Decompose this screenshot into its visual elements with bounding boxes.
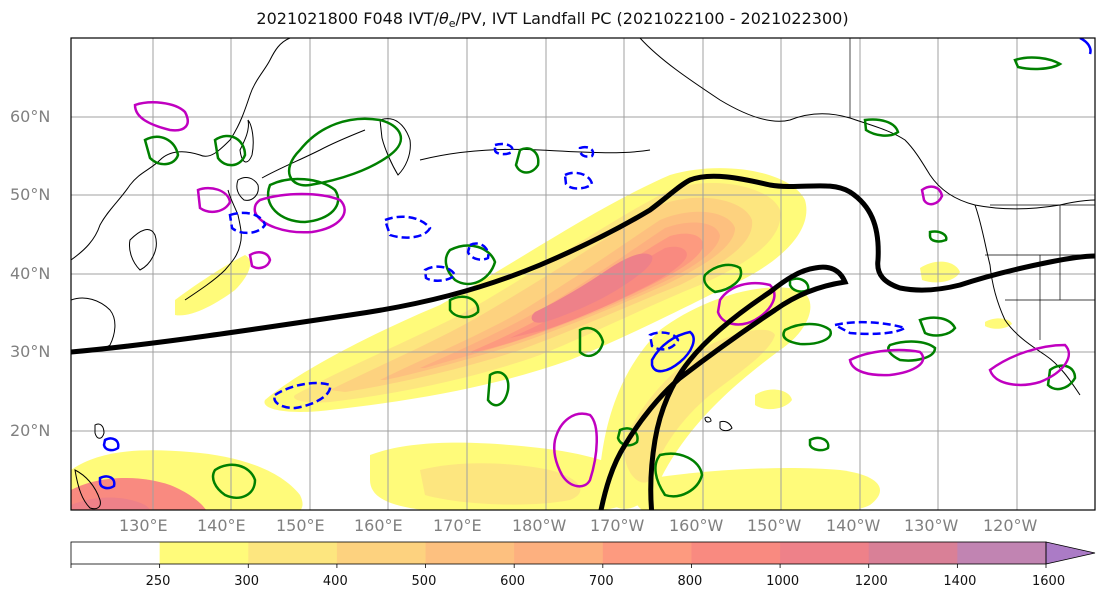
colorbar-frame [70, 541, 1047, 565]
lon-label: 180°W [512, 516, 567, 535]
japan-hokkaido [236, 177, 259, 201]
plot-title: 2021021800 F048 IVT/θe/PV, IVT Landfall … [256, 9, 849, 30]
aleutians [419, 148, 651, 161]
colorbar-segment [957, 542, 1047, 564]
colorbar-tick-label: 300 [234, 574, 260, 589]
japan-honshu [184, 189, 242, 301]
ivt-band-250-hi [755, 389, 792, 410]
colorbar-segment [248, 542, 338, 564]
ivt-band-250-ne [920, 261, 960, 283]
colorbar [70, 541, 1096, 568]
colorbar-tick-label: 700 [588, 574, 614, 589]
ivt-band-1400-west [71, 497, 151, 510]
pv-negative-solid [98, 38, 1092, 490]
sakhalin [239, 119, 254, 163]
theta-e-contours [143, 56, 1077, 499]
lon-label: 150°E [276, 516, 325, 535]
colorbar-tick-label: 600 [500, 574, 525, 589]
hawaii [704, 416, 733, 432]
mslp-black-contours [71, 173, 1095, 510]
colorbar-tick-label: 1200 [854, 574, 888, 589]
colorbar-tick-label: 1000 [766, 574, 800, 589]
ivt-band-mid-300 [420, 463, 581, 505]
korea-coastline [129, 229, 157, 271]
china-coast [71, 297, 116, 353]
colorbar-tick-label: 800 [677, 574, 703, 589]
lat-label: 60°N [10, 107, 51, 126]
colorbar-segment [868, 542, 958, 564]
lon-label: 130°E [119, 516, 168, 535]
lat-label: 50°N [10, 185, 51, 204]
ivt-band-250-japan [175, 255, 251, 316]
colorbar-tick-label: 500 [411, 574, 437, 589]
lon-label: 170°W [590, 516, 645, 535]
lon-label: 150°W [747, 516, 802, 535]
colorbar-segment [425, 542, 515, 564]
lat-label: 40°N [10, 264, 51, 283]
asia-coastline [71, 38, 291, 261]
colorbar-tick-label: 400 [322, 574, 348, 589]
alaska-coast [639, 38, 1095, 210]
taiwan [94, 423, 105, 439]
kuril-islands [261, 129, 366, 179]
colorbar-segment [691, 542, 781, 564]
ivt-band-250-east [633, 468, 880, 510]
state-borders [849, 38, 1095, 340]
colorbar-tick-label: 250 [145, 574, 171, 589]
philippines [74, 469, 101, 510]
map-frame [70, 37, 1096, 511]
colorbar-segment [780, 542, 870, 564]
ivt-band-south-300 [624, 329, 775, 483]
map-gridlines [71, 38, 1095, 510]
pv-negative-contours [228, 142, 909, 410]
colorbar-segment [159, 542, 249, 564]
lon-label: 130°W [904, 516, 959, 535]
colorbar-extend-arrow [1045, 541, 1096, 565]
colorbar-segment [514, 542, 604, 564]
lon-label: 140°E [197, 516, 246, 535]
lon-label: 170°E [433, 516, 482, 535]
colorbar-segment [71, 542, 161, 564]
lat-label: 30°N [10, 342, 51, 361]
kamchatka [379, 118, 411, 176]
colorbar-tick-label: 1600 [1032, 574, 1066, 589]
lon-label: 160°W [669, 516, 724, 535]
coastlines [71, 38, 1095, 510]
lon-label: 160°E [354, 516, 403, 535]
colorbar-segment [336, 542, 427, 564]
colorbar-segment [602, 542, 692, 564]
lon-label: 140°W [826, 516, 881, 535]
lon-label: 120°W [983, 516, 1038, 535]
colorbar-tick-label: 1400 [943, 574, 977, 589]
map-panel [71, 38, 1095, 510]
ivt-band-1000 [531, 253, 653, 323]
lat-label: 20°N [10, 421, 51, 440]
